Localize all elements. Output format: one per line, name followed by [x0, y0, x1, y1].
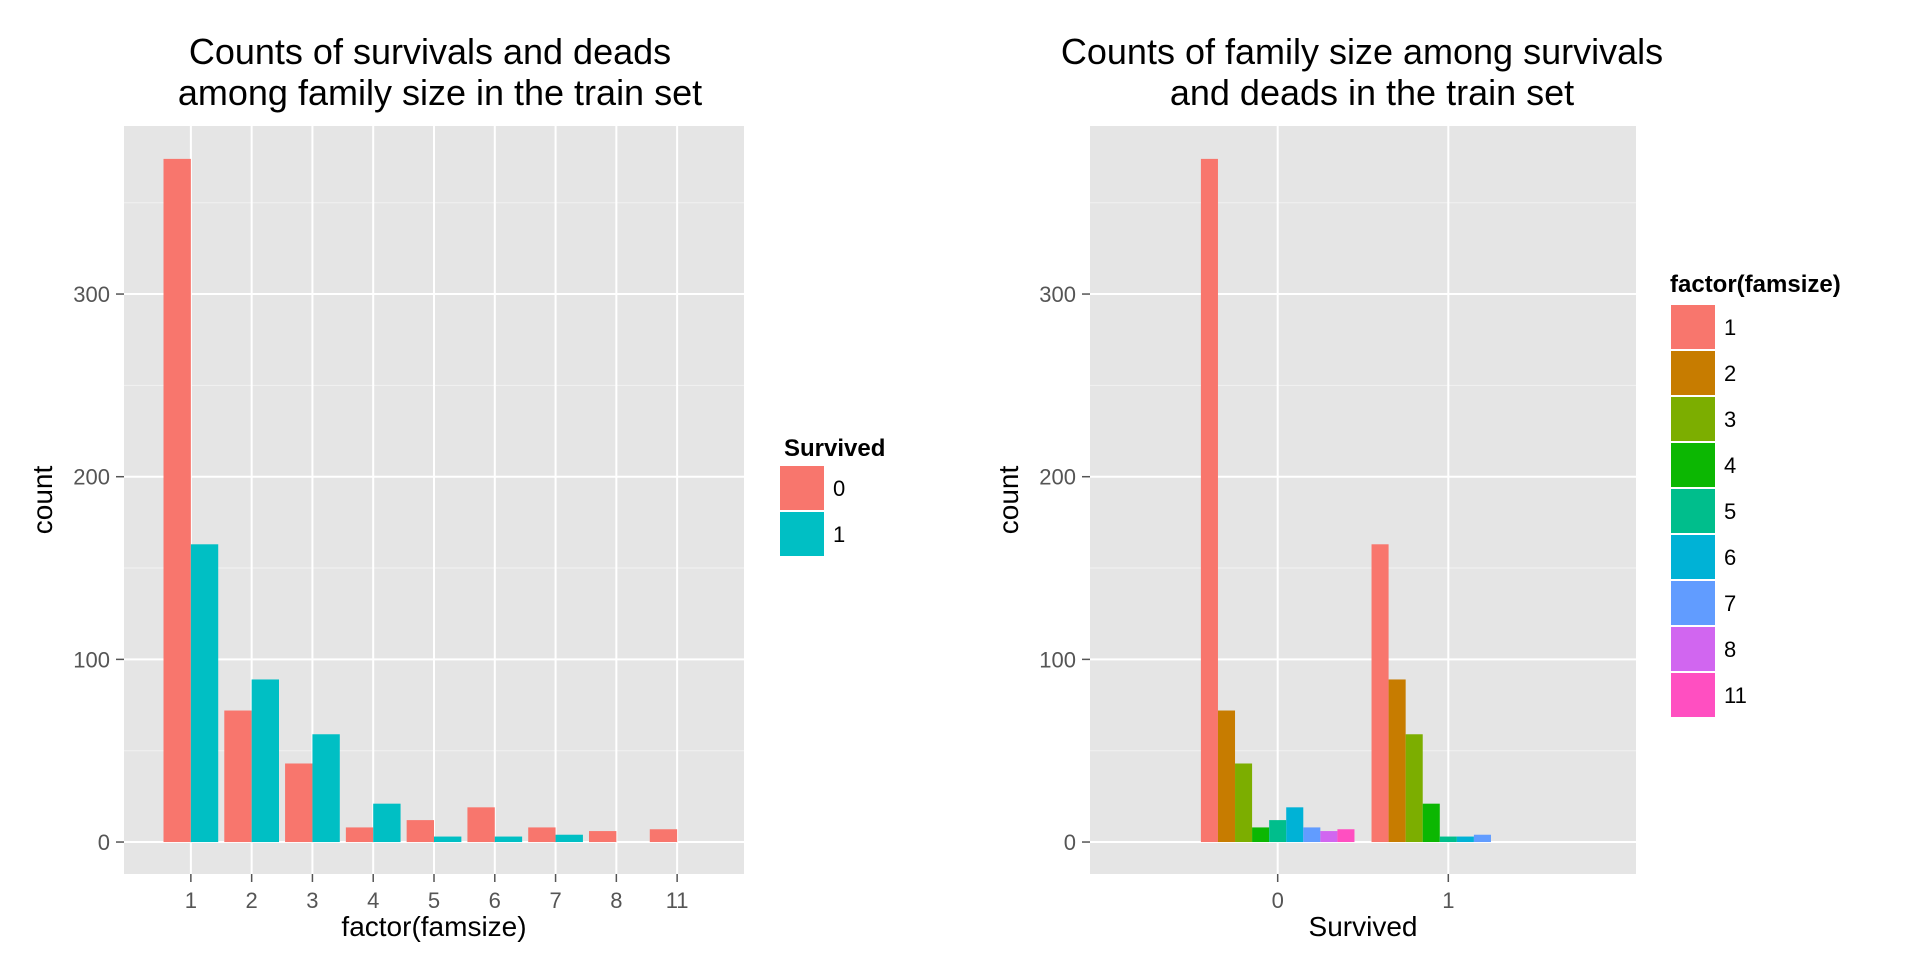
- bar-1-series-3: [1405, 734, 1423, 843]
- right-chart: Counts of family size among survivals an…: [993, 31, 1841, 942]
- x-tick-label: 1: [185, 888, 197, 913]
- right-chart-title-line-1: Counts of family size among survivals: [1061, 31, 1663, 72]
- legend-swatch-0: [778, 464, 826, 512]
- bar-5-series-0: [406, 820, 434, 843]
- bar-0-series-4: [1252, 827, 1270, 843]
- legend-swatch-8: [1669, 625, 1717, 673]
- x-tick-label: 11: [666, 888, 689, 913]
- legend-label-4: 4: [1724, 453, 1736, 478]
- legend-swatch-6: [1669, 533, 1717, 581]
- legend-swatch-4: [1669, 441, 1717, 489]
- x-tick-label: 0: [1272, 888, 1284, 913]
- bar-2-series-1: [251, 679, 279, 843]
- bar-1-series-1: [190, 544, 219, 843]
- bar-5-series-1: [434, 836, 462, 843]
- bar-0-series-1: [1200, 158, 1218, 843]
- legend-label-11: 11: [1724, 683, 1747, 708]
- bar-1-series-4: [1422, 803, 1440, 843]
- right-legend-title: factor(famsize): [1670, 271, 1841, 298]
- y-tick-label: 100: [73, 647, 110, 672]
- right-y-axis: 0 100 200 300: [1039, 282, 1090, 855]
- bar-6-series-0: [467, 807, 495, 843]
- x-tick-label: 8: [610, 888, 622, 913]
- y-tick-label: 100: [1039, 647, 1076, 672]
- legend-swatch-7: [1669, 579, 1717, 627]
- bar-4-series-0: [345, 827, 374, 843]
- legend-label-0: 0: [833, 476, 845, 501]
- bar-0-series-2: [1217, 710, 1236, 843]
- legend-swatch-11: [1669, 671, 1717, 719]
- bar-0-series-11: [1337, 829, 1355, 843]
- right-y-axis-title: count: [993, 466, 1024, 535]
- bar-11-series-0: [649, 829, 678, 843]
- y-tick-label: 200: [73, 465, 110, 490]
- bar-1-series-7: [1473, 834, 1491, 843]
- bar-3-series-1: [312, 734, 340, 843]
- bar-0-series-3: [1235, 763, 1253, 843]
- right-legend: factor(famsize) 1 2 3 4 5 6 7 8 11: [1669, 271, 1841, 719]
- bar-6-series-1: [494, 836, 523, 843]
- bar-8-series-0: [589, 831, 617, 843]
- legend-swatch-1: [1669, 303, 1717, 351]
- bar-3-series-0: [285, 763, 313, 843]
- legend-swatch-2: [1669, 349, 1717, 397]
- legend-label-6: 6: [1724, 545, 1736, 570]
- y-tick-label: 0: [1064, 830, 1076, 855]
- legend-swatch-5: [1669, 487, 1717, 535]
- bar-4-series-1: [373, 803, 401, 843]
- bar-1-series-6: [1456, 836, 1474, 843]
- x-tick-label: 3: [306, 888, 318, 913]
- bar-0-series-7: [1303, 827, 1321, 843]
- legend-label-5: 5: [1724, 499, 1736, 524]
- x-tick-label: 1: [1442, 888, 1454, 913]
- left-legend: Survived 0 1: [778, 435, 885, 558]
- right-chart-title-line-2: and deads in the train set: [1170, 72, 1574, 113]
- left-chart: Counts of survivals and deads among fami…: [27, 31, 885, 942]
- left-x-axis-title: factor(famsize): [341, 911, 526, 942]
- legend-label-1: 1: [1724, 315, 1736, 340]
- left-bars: [163, 158, 678, 843]
- left-chart-title-line-2: among family size in the train set: [178, 72, 702, 113]
- y-tick-label: 300: [73, 282, 110, 307]
- x-tick-label: 4: [367, 888, 379, 913]
- left-y-axis-title: count: [27, 466, 58, 535]
- legend-label-8: 8: [1724, 637, 1736, 662]
- right-bars: [1200, 158, 1491, 843]
- right-plot-panel: [1090, 126, 1636, 874]
- bar-1-series-0: [163, 158, 191, 843]
- bar-1-series-2: [1388, 679, 1406, 843]
- right-gridlines: [1090, 126, 1636, 874]
- x-tick-label: 7: [549, 888, 561, 913]
- bar-0-series-5: [1269, 820, 1287, 843]
- bar-0-series-6: [1286, 807, 1304, 843]
- y-tick-label: 200: [1039, 465, 1076, 490]
- bar-7-series-1: [555, 834, 583, 843]
- bar-1-series-5: [1439, 836, 1457, 843]
- x-tick-label: 5: [428, 888, 440, 913]
- legend-swatch-1: [778, 510, 826, 558]
- left-y-axis: 0 100 200 300: [73, 282, 124, 855]
- legend-swatch-3: [1669, 395, 1717, 443]
- right-x-axis-title: Survived: [1309, 911, 1418, 942]
- bar-0-series-8: [1320, 831, 1338, 843]
- bar-2-series-0: [224, 710, 252, 843]
- y-tick-label: 300: [1039, 282, 1076, 307]
- legend-label-2: 2: [1724, 361, 1736, 386]
- y-tick-label: 0: [98, 830, 110, 855]
- legend-label-1: 1: [833, 522, 845, 547]
- legend-label-7: 7: [1724, 591, 1736, 616]
- left-legend-title: Survived: [784, 435, 885, 462]
- left-x-axis: 1 2 3 4 5 6 7 8 11: [185, 874, 689, 913]
- x-tick-label: 6: [489, 888, 501, 913]
- left-chart-title-line-1: Counts of survivals and deads: [189, 31, 671, 72]
- x-tick-label: 2: [246, 888, 258, 913]
- bar-7-series-0: [528, 827, 556, 843]
- bar-1-series-1: [1371, 544, 1389, 843]
- legend-label-3: 3: [1724, 407, 1736, 432]
